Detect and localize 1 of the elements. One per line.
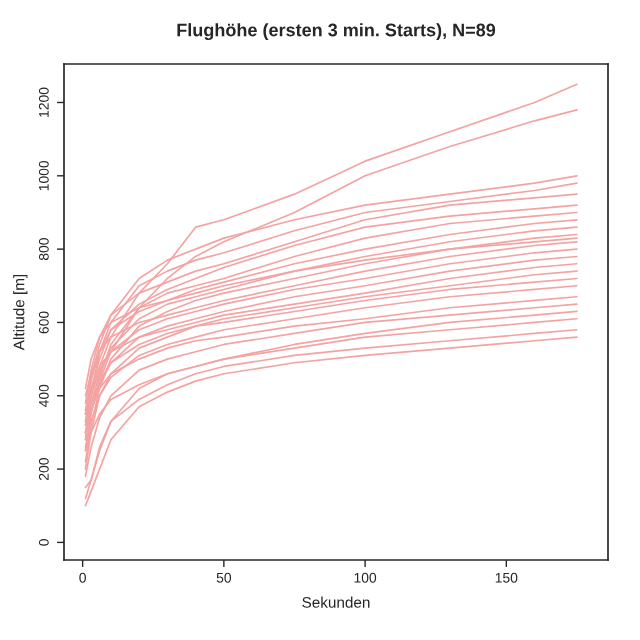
chart-title: Flughöhe (ersten 3 min. Starts), N=89 [177, 23, 496, 41]
